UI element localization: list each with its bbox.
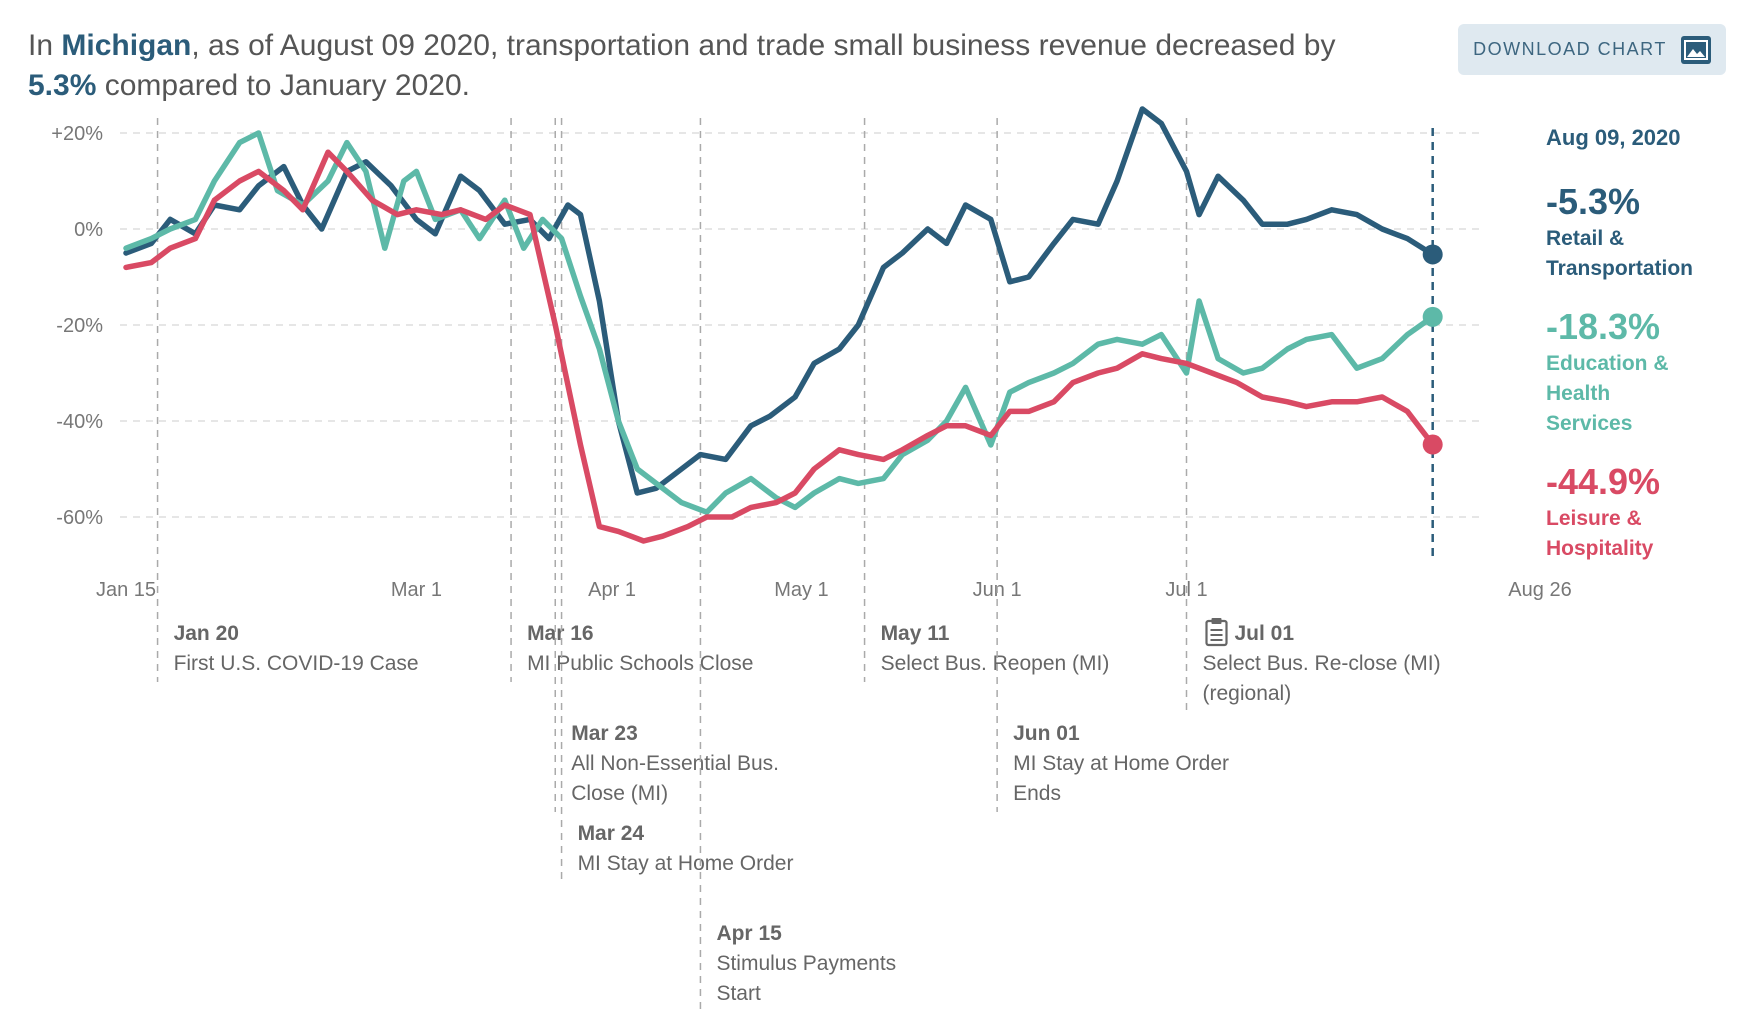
event-label: First U.S. COVID-19 Case bbox=[174, 652, 419, 675]
clipboard-body bbox=[1205, 619, 1228, 647]
chart-headline: In Michigan, as of August 09 2020, trans… bbox=[28, 26, 1368, 106]
headline-state: Michigan bbox=[61, 29, 192, 62]
series-end-marker bbox=[1422, 306, 1443, 327]
event-layer: Jan 20 First U.S. COVID-19 Case Mar 16 MI P… bbox=[156, 118, 1441, 1012]
event-label: Select Bus. Re-close (MI) bbox=[1203, 652, 1441, 675]
headline-suffix: compared to January 2020. bbox=[104, 69, 470, 102]
event-label: All Non-Essential Bus. bbox=[571, 752, 779, 775]
event-date: Mar 16 bbox=[527, 622, 594, 645]
event-date: Jan 20 bbox=[174, 622, 239, 645]
y-tick-label: 0% bbox=[74, 219, 103, 241]
legend-item: -18.3% Education & Health Services bbox=[1546, 305, 1736, 439]
legend-label: Retail & Transportation bbox=[1546, 227, 1694, 280]
event-label: Start bbox=[716, 982, 761, 1005]
x-tick-label: Apr 1 bbox=[588, 579, 636, 601]
legend-label: Education & Health Services bbox=[1546, 352, 1669, 435]
event-label: Stimulus Payments bbox=[716, 952, 896, 975]
clipboard-clip bbox=[1211, 618, 1222, 624]
y-tick-label: -60% bbox=[56, 507, 103, 529]
event-label: Select Bus. Reopen (MI) bbox=[881, 652, 1110, 675]
series-end-marker bbox=[1422, 244, 1443, 265]
download-chart-label: DOWNLOAD CHART bbox=[1473, 39, 1667, 59]
series-line bbox=[123, 149, 1436, 544]
x-tick-label: May 1 bbox=[774, 579, 828, 601]
y-tick-label: +20% bbox=[51, 123, 103, 145]
headline-middle: , as of August 09 2020, transportation a… bbox=[191, 29, 1336, 62]
event-label: Ends bbox=[1013, 782, 1061, 805]
series-layer bbox=[123, 106, 1436, 544]
event-label: MI Stay at Home Order bbox=[578, 852, 794, 875]
series-end-marker bbox=[1422, 434, 1443, 455]
legend-value: -5.3% bbox=[1546, 181, 1641, 222]
image-icon bbox=[1680, 35, 1711, 64]
legend-date: Aug 09, 2020 bbox=[1546, 125, 1681, 150]
headline-prefix: In bbox=[28, 29, 54, 62]
series-line bbox=[123, 130, 1436, 515]
event-date: Jul 01 bbox=[1235, 622, 1295, 645]
legend-value: -18.3% bbox=[1546, 306, 1661, 347]
event-label: Close (MI) bbox=[571, 782, 668, 805]
event-date: Mar 23 bbox=[571, 722, 638, 745]
event-date: Mar 24 bbox=[578, 822, 645, 845]
event-date: May 11 bbox=[881, 622, 950, 645]
y-tick-label: -20% bbox=[56, 315, 103, 337]
event-label: (regional) bbox=[1203, 682, 1292, 705]
event-date: Apr 15 bbox=[716, 922, 782, 945]
legend-value: -44.9% bbox=[1546, 461, 1661, 502]
event-date: Jun 01 bbox=[1013, 722, 1080, 745]
event-label: MI Public Schools Close bbox=[527, 652, 753, 675]
x-tick-label: Aug 26 bbox=[1508, 579, 1571, 601]
marker-layer bbox=[1422, 244, 1443, 455]
legend-item: -44.9% Leisure & Hospitality bbox=[1546, 460, 1736, 564]
download-chart-button[interactable]: DOWNLOAD CHART bbox=[1458, 24, 1726, 75]
headline-change: 5.3% bbox=[28, 69, 97, 102]
clipboard-icon bbox=[1205, 618, 1228, 647]
legend-label: Leisure & Hospitality bbox=[1546, 507, 1654, 560]
event-label: MI Stay at Home Order bbox=[1013, 752, 1229, 775]
legend-item: -5.3% Retail & Transportation bbox=[1546, 180, 1736, 284]
x-tick-label: Jan 15 bbox=[96, 579, 156, 601]
y-tick-label: -40% bbox=[56, 411, 103, 433]
x-tick-label: Mar 1 bbox=[391, 579, 442, 601]
